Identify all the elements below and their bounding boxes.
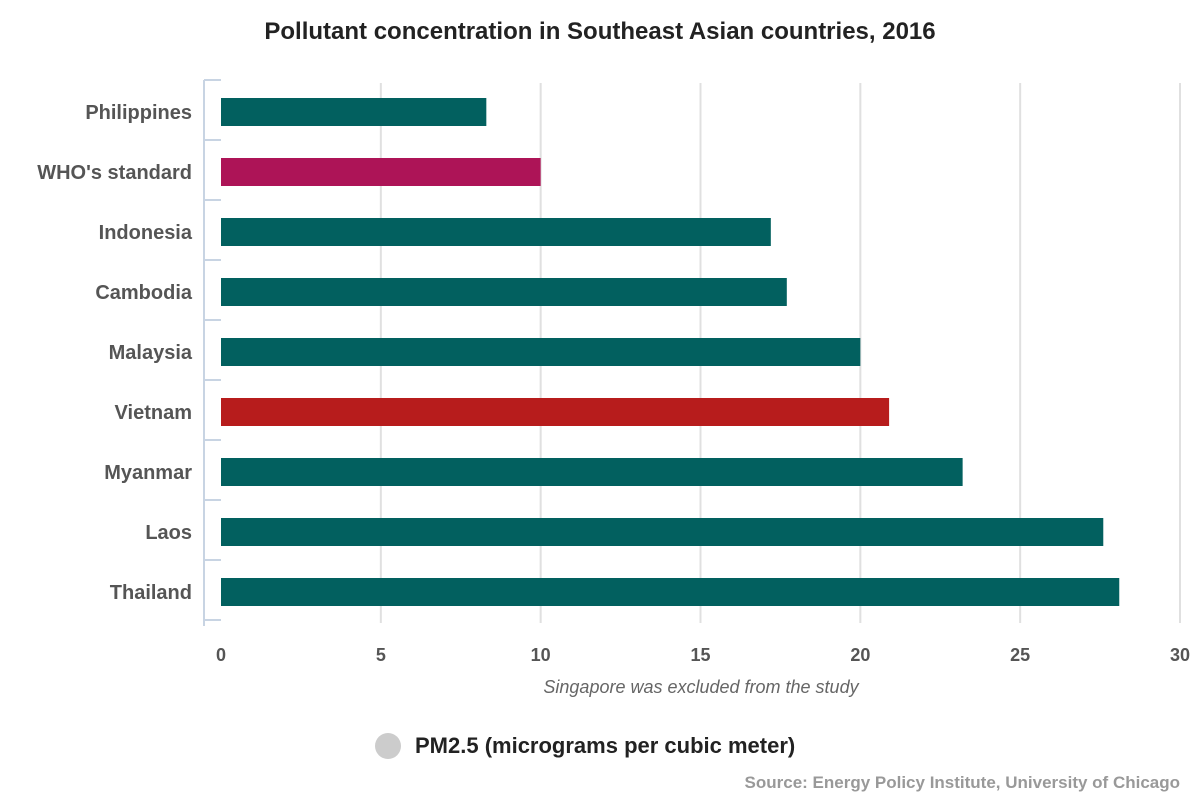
legend-label: PM2.5 (micrograms per cubic meter) (415, 733, 796, 758)
bar (221, 218, 771, 246)
x-tick-label: 15 (690, 645, 710, 665)
y-tick-label: Philippines (85, 102, 192, 124)
bar (221, 518, 1104, 546)
x-tick-label: 25 (1010, 645, 1030, 665)
chart-title: Pollutant concentration in Southeast Asi… (264, 18, 936, 45)
source-note: Source: Energy Policy Institute, Univers… (744, 773, 1180, 792)
y-tick-label: Vietnam (115, 402, 192, 424)
bar (221, 578, 1120, 606)
bar (221, 278, 787, 306)
y-tick-label: Malaysia (109, 342, 193, 364)
x-axis-label: Singapore was excluded from the study (543, 677, 859, 697)
y-tick-label: Cambodia (95, 282, 193, 304)
bar (221, 98, 487, 126)
bar (221, 338, 861, 366)
y-tick-label: Thailand (110, 582, 192, 604)
legend-marker (375, 733, 401, 759)
y-tick-label: WHO's standard (37, 162, 192, 184)
x-tick-label: 30 (1170, 645, 1190, 665)
x-tick-label: 20 (850, 645, 870, 665)
y-tick-label: Indonesia (99, 222, 193, 244)
x-tick-label: 5 (376, 645, 386, 665)
y-tick-label: Laos (145, 522, 192, 544)
bar (221, 158, 541, 186)
x-tick-label: 0 (216, 645, 226, 665)
legend: PM2.5 (micrograms per cubic meter) (375, 733, 795, 759)
y-tick-label: Myanmar (104, 462, 192, 484)
bar (221, 398, 890, 426)
x-tick-label: 10 (531, 645, 551, 665)
bar (221, 458, 963, 486)
